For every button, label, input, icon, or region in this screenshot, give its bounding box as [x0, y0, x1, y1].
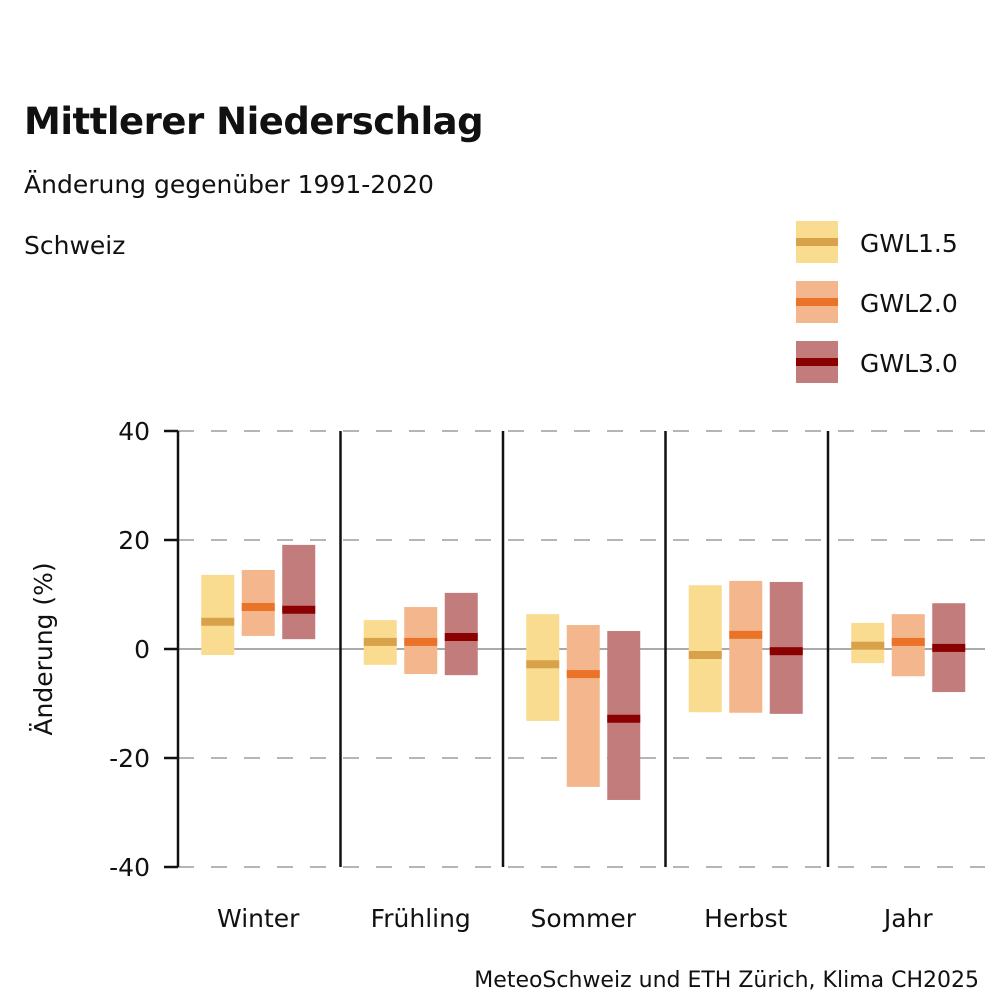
x-tick-label: Winter	[217, 904, 300, 933]
y-tick-label: 0	[134, 635, 150, 664]
y-tick-label: -40	[109, 853, 150, 882]
range-bar-gwl2.0	[566, 625, 600, 787]
legend-median-gwl2.0	[796, 298, 838, 306]
median-mark-gwl3.0	[444, 633, 478, 642]
chart-title: Mittlerer Niederschlag	[24, 100, 484, 143]
median-mark-gwl1.5	[851, 641, 885, 650]
x-tick-label: Sommer	[530, 904, 636, 933]
y-tick-label: 40	[118, 417, 150, 446]
median-mark-gwl1.5	[526, 660, 560, 669]
median-mark-gwl2.0	[241, 603, 275, 612]
x-tick-label: Herbst	[704, 904, 787, 933]
y-tick-label: -20	[109, 744, 150, 773]
range-bar-gwl1.5	[201, 574, 235, 655]
range-bar-gwl3.0	[282, 544, 316, 640]
range-bar-gwl1.5	[688, 585, 722, 713]
range-bar-gwl2.0	[729, 580, 763, 713]
median-mark-gwl1.5	[201, 617, 235, 626]
y-tick-label: 20	[118, 526, 150, 555]
y-axis-label: Änderung (%)	[29, 562, 58, 735]
median-mark-gwl2.0	[566, 670, 600, 679]
source-credit: MeteoSchweiz und ETH Zürich, Klima CH202…	[474, 968, 979, 993]
x-tick-label: Frühling	[371, 904, 471, 933]
region-label: Schweiz	[24, 231, 126, 260]
range-bar-gwl2.0	[241, 569, 275, 636]
median-mark-gwl3.0	[607, 714, 641, 723]
legend-label: GWL2.0	[860, 289, 958, 318]
median-mark-gwl2.0	[404, 637, 438, 646]
median-mark-gwl3.0	[769, 647, 803, 656]
median-mark-gwl2.0	[891, 637, 925, 646]
median-mark-gwl3.0	[282, 605, 316, 614]
legend-median-gwl3.0	[796, 358, 838, 366]
chart-subtitle: Änderung gegenüber 1991-2020	[24, 170, 434, 199]
median-mark-gwl2.0	[729, 630, 763, 639]
legend-label: GWL3.0	[860, 349, 958, 378]
median-mark-gwl1.5	[363, 637, 397, 646]
median-mark-gwl3.0	[932, 643, 966, 652]
legend-label: GWL1.5	[860, 229, 958, 258]
x-tick-label: Jahr	[882, 904, 934, 933]
legend-median-gwl1.5	[796, 238, 838, 246]
median-mark-gwl1.5	[688, 650, 722, 659]
